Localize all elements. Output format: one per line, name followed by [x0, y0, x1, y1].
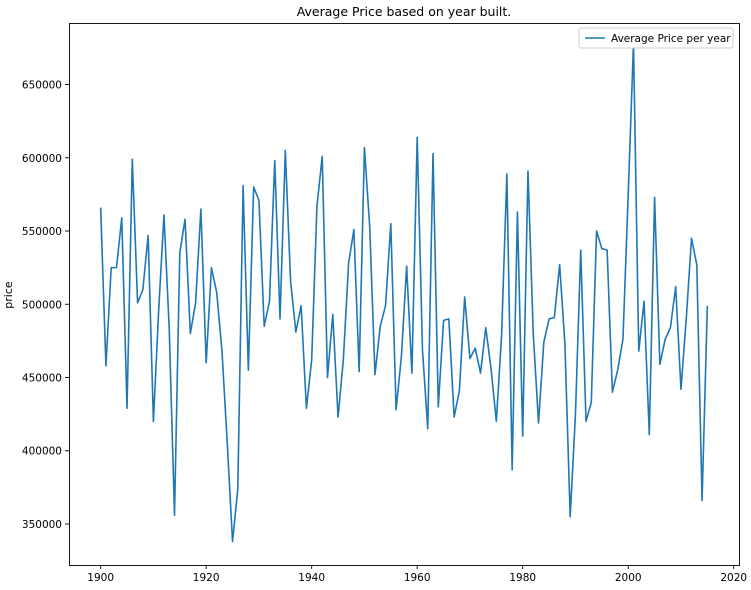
y-tick-label: 650000: [22, 80, 62, 92]
chart-title: Average Price based on year built.: [296, 4, 512, 19]
y-tick-label: 550000: [22, 226, 62, 238]
x-tick-label: 1920: [193, 572, 220, 584]
legend-label: Average Price per year: [611, 33, 731, 45]
x-tick-label: 2000: [615, 572, 642, 584]
x-tick-label: 2020: [720, 572, 747, 584]
series-line-0: [99, 42, 709, 543]
x-tick-label: 1940: [298, 572, 325, 584]
y-axis-label: price: [2, 281, 15, 309]
plot-frame: [69, 23, 740, 566]
y-tick-label: 400000: [22, 446, 62, 458]
y-tick-label: 450000: [22, 372, 62, 384]
x-tick-label: 1980: [509, 572, 536, 584]
x-tick-label: 1900: [87, 572, 114, 584]
legend-box: [578, 27, 734, 49]
x-tick-label: 1960: [404, 572, 431, 584]
y-tick-label: 350000: [22, 519, 62, 531]
y-tick-label: 500000: [22, 299, 62, 311]
y-tick-label: 600000: [22, 153, 62, 165]
